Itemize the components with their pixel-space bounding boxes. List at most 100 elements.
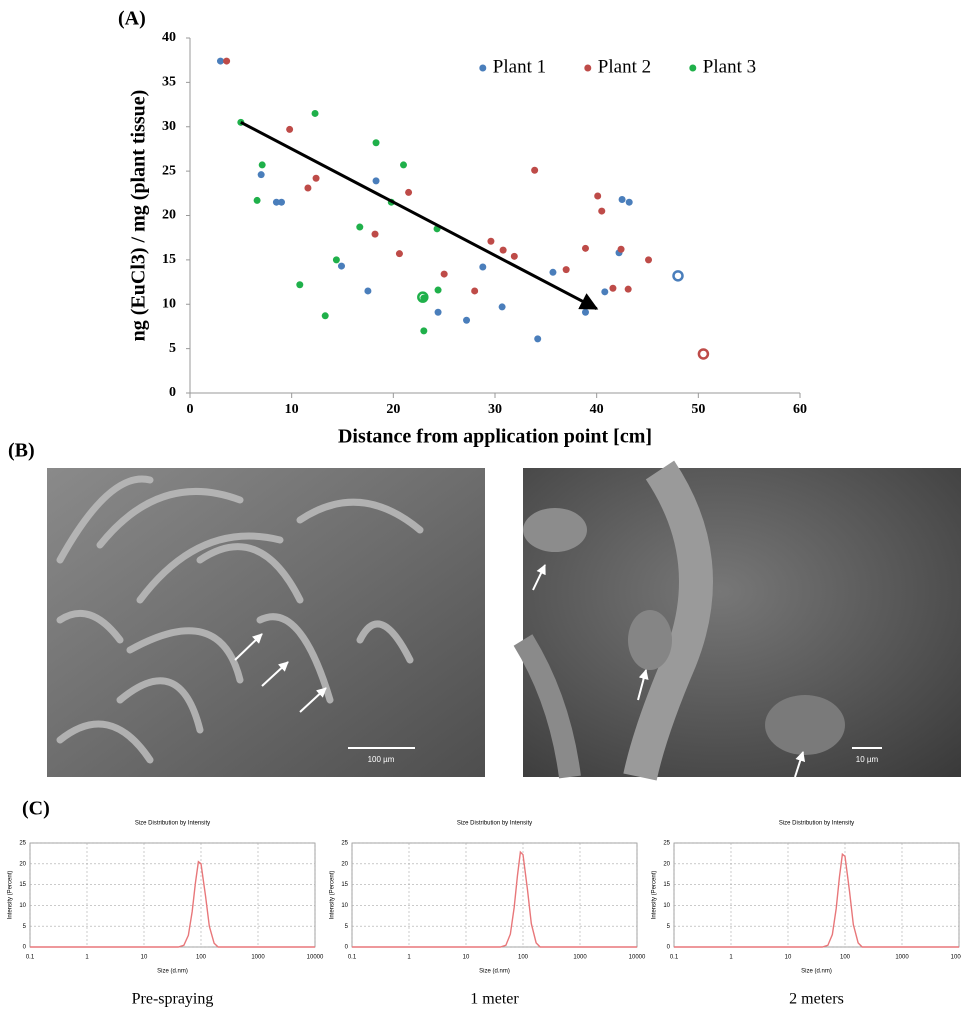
point xyxy=(625,198,633,206)
point xyxy=(434,308,442,316)
point xyxy=(581,244,589,252)
y-tick-label: 15 xyxy=(19,882,26,888)
point xyxy=(356,223,364,231)
x-tick-label: 10 xyxy=(285,402,299,417)
point xyxy=(371,230,379,238)
open-point xyxy=(672,270,684,282)
point xyxy=(434,286,442,294)
x-tick-label: 40 xyxy=(590,402,604,417)
y-tick-label: 0 xyxy=(667,945,671,951)
x-axis-title: Size (d.nm) xyxy=(801,969,832,975)
x-tick-label: 1000 xyxy=(573,955,587,961)
x-tick-label: 20 xyxy=(386,402,400,417)
y-tick-label: 25 xyxy=(162,163,176,178)
x-tick-label: 100 xyxy=(518,955,529,961)
scale-bar-label: 100 µm xyxy=(368,755,395,764)
point xyxy=(286,125,294,133)
y-tick-label: 5 xyxy=(667,924,671,930)
point xyxy=(531,166,539,174)
trend-arrow xyxy=(240,120,599,311)
x-axis-title: Size (d.nm) xyxy=(157,969,188,975)
y-tick-label: 10 xyxy=(162,296,176,311)
point xyxy=(581,308,589,316)
point xyxy=(364,287,372,295)
x-tick-label: 10000 xyxy=(951,955,961,961)
point xyxy=(609,284,617,292)
y-tick-label: 5 xyxy=(345,924,349,930)
y-axis-title: ng (EuCl3) / mg (plant tissue) xyxy=(128,90,150,342)
y-axis-title: Intensity (Percent) xyxy=(8,871,14,920)
x-tick-label: 50 xyxy=(691,402,705,417)
panel-label: (C) xyxy=(22,798,50,820)
open-point xyxy=(697,348,710,360)
legend-marker xyxy=(479,64,487,72)
y-tick-label: 0 xyxy=(23,945,27,951)
panel-label: (A) xyxy=(118,8,146,30)
x-tick-label: 10000 xyxy=(629,955,646,961)
point xyxy=(510,252,518,260)
point xyxy=(304,184,312,192)
open-point xyxy=(417,291,429,303)
caption: 1 meter xyxy=(470,991,519,1008)
point xyxy=(400,161,407,169)
point xyxy=(487,237,495,245)
y-tick-label: 10 xyxy=(19,903,26,909)
x-tick-label: 1 xyxy=(407,955,411,961)
legend-marker xyxy=(584,64,592,72)
chart-title: Size Distribution by Intensity xyxy=(135,821,210,827)
point xyxy=(395,250,403,258)
plot-frame xyxy=(29,842,316,948)
y-tick-label: 35 xyxy=(162,75,176,90)
point xyxy=(463,316,471,324)
point xyxy=(645,256,653,264)
y-tick-label: 15 xyxy=(663,882,670,888)
point xyxy=(562,266,570,274)
y-tick-label: 20 xyxy=(341,861,348,867)
point xyxy=(258,161,266,169)
line xyxy=(352,850,637,948)
y-tick-label: 40 xyxy=(162,30,176,45)
legend-marker xyxy=(689,64,697,72)
point xyxy=(372,139,380,147)
point xyxy=(372,177,380,185)
legend-label: Plant 2 xyxy=(598,56,651,77)
caption: 2 meters xyxy=(789,991,844,1008)
point xyxy=(549,268,557,276)
y-tick-label: 0 xyxy=(345,945,349,951)
point xyxy=(296,281,304,289)
point xyxy=(337,262,345,270)
x-tick-label: 0.1 xyxy=(348,955,357,961)
y-axis-title: Intensity (Percent) xyxy=(330,871,336,920)
y-tick-label: 10 xyxy=(663,903,670,909)
point xyxy=(440,270,448,278)
x-axis-title: Size (d.nm) xyxy=(479,969,510,975)
y-axis-title: Intensity (Percent) xyxy=(652,871,658,920)
micrograph: 10 µm xyxy=(513,460,961,781)
x-tick-label: 10 xyxy=(785,955,792,961)
point xyxy=(499,246,507,254)
x-tick-label: 0 xyxy=(187,402,194,417)
chart-title: Size Distribution by Intensity xyxy=(779,821,854,827)
y-tick-label: 15 xyxy=(162,252,176,267)
x-tick-label: 10000 xyxy=(307,955,324,961)
x-tick-label: 10 xyxy=(463,955,470,961)
line xyxy=(674,852,959,948)
x-tick-label: 0.1 xyxy=(26,955,35,961)
legend-label: Plant 1 xyxy=(493,56,546,77)
y-tick-label: 25 xyxy=(663,841,670,847)
x-tick-label: 30 xyxy=(488,402,502,417)
caption: Pre-spraying xyxy=(132,991,214,1008)
point xyxy=(312,174,320,182)
point xyxy=(624,285,632,293)
legend-label: Plant 3 xyxy=(703,56,756,77)
point xyxy=(272,198,280,206)
point xyxy=(321,312,329,320)
point xyxy=(534,335,542,343)
plot-frame xyxy=(673,842,960,948)
scale-bar-label: 10 µm xyxy=(856,755,879,764)
y-tick-label: 25 xyxy=(19,841,26,847)
point xyxy=(217,57,224,65)
point xyxy=(617,245,625,253)
y-tick-label: 30 xyxy=(162,119,176,134)
y-tick-label: 15 xyxy=(341,882,348,888)
